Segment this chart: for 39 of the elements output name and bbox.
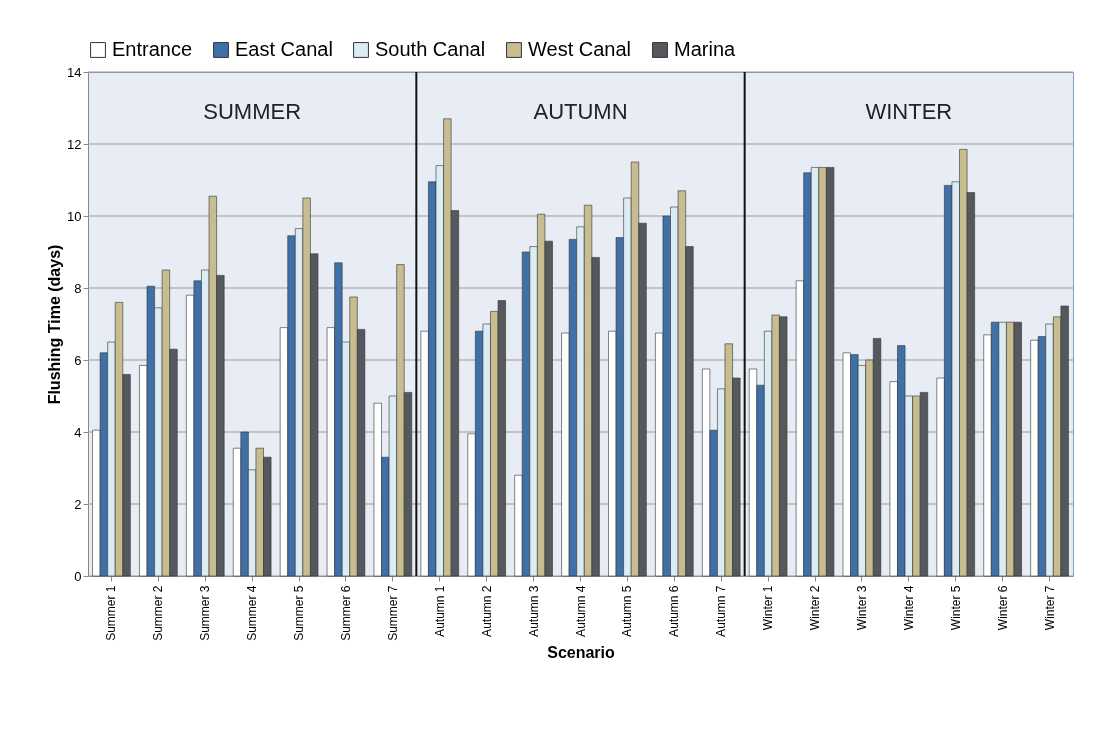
x-tick-label: Autumn 7: [714, 585, 729, 637]
x-tick-label: Winter 6: [995, 585, 1010, 631]
y-axis-title: Flushing Time (days): [46, 244, 64, 405]
x-tick-label: Summer 3: [198, 585, 213, 641]
x-tick-label: Winter 1: [761, 585, 776, 631]
x-tick-label: Winter 2: [808, 585, 823, 631]
legend-label: West Canal: [528, 38, 632, 60]
annotation: AUTUMN: [533, 99, 628, 125]
annotation: WINTER: [865, 99, 953, 125]
x-tick-label: Summer 2: [151, 585, 166, 641]
x-tick-label: Autumn 5: [620, 585, 635, 637]
x-tick-label: Winter 4: [901, 585, 916, 631]
y-tick-label: 12: [67, 136, 82, 152]
x-tick-label: Winter 5: [948, 585, 963, 631]
x-tick-label: Summer 4: [245, 585, 260, 641]
x-tick-label: Autumn 1: [432, 585, 447, 637]
y-tick-label: 14: [67, 64, 82, 80]
y-tick-label: 8: [74, 280, 82, 296]
x-tick-label: Autumn 2: [479, 585, 494, 637]
x-tick-label: Autumn 6: [667, 585, 682, 637]
y-tick-label: 6: [74, 352, 82, 368]
y-tick-label: 4: [74, 424, 82, 440]
y-tick-label: 2: [74, 496, 82, 512]
x-tick-label: Summer 5: [292, 585, 307, 641]
y-tick-label: 10: [67, 208, 82, 224]
x-tick-label: Winter 7: [1042, 585, 1057, 631]
legend-label: East Canal: [235, 38, 333, 60]
legend-label: South Canal: [375, 38, 486, 60]
legend-label: Entrance: [112, 38, 193, 60]
legend-label: Marina: [674, 38, 737, 60]
x-tick-label: Summer 7: [385, 585, 400, 641]
x-tick-label: Autumn 4: [573, 585, 588, 637]
x-tick-label: Summer 6: [338, 585, 353, 641]
x-axis-title: Scenario: [547, 643, 616, 661]
annotation: SUMMER: [203, 99, 302, 125]
x-tick-label: Autumn 3: [526, 585, 541, 637]
y-tick-label: 0: [74, 568, 82, 584]
x-tick-label: Summer 1: [104, 585, 119, 641]
x-tick-label: Winter 3: [854, 585, 869, 631]
